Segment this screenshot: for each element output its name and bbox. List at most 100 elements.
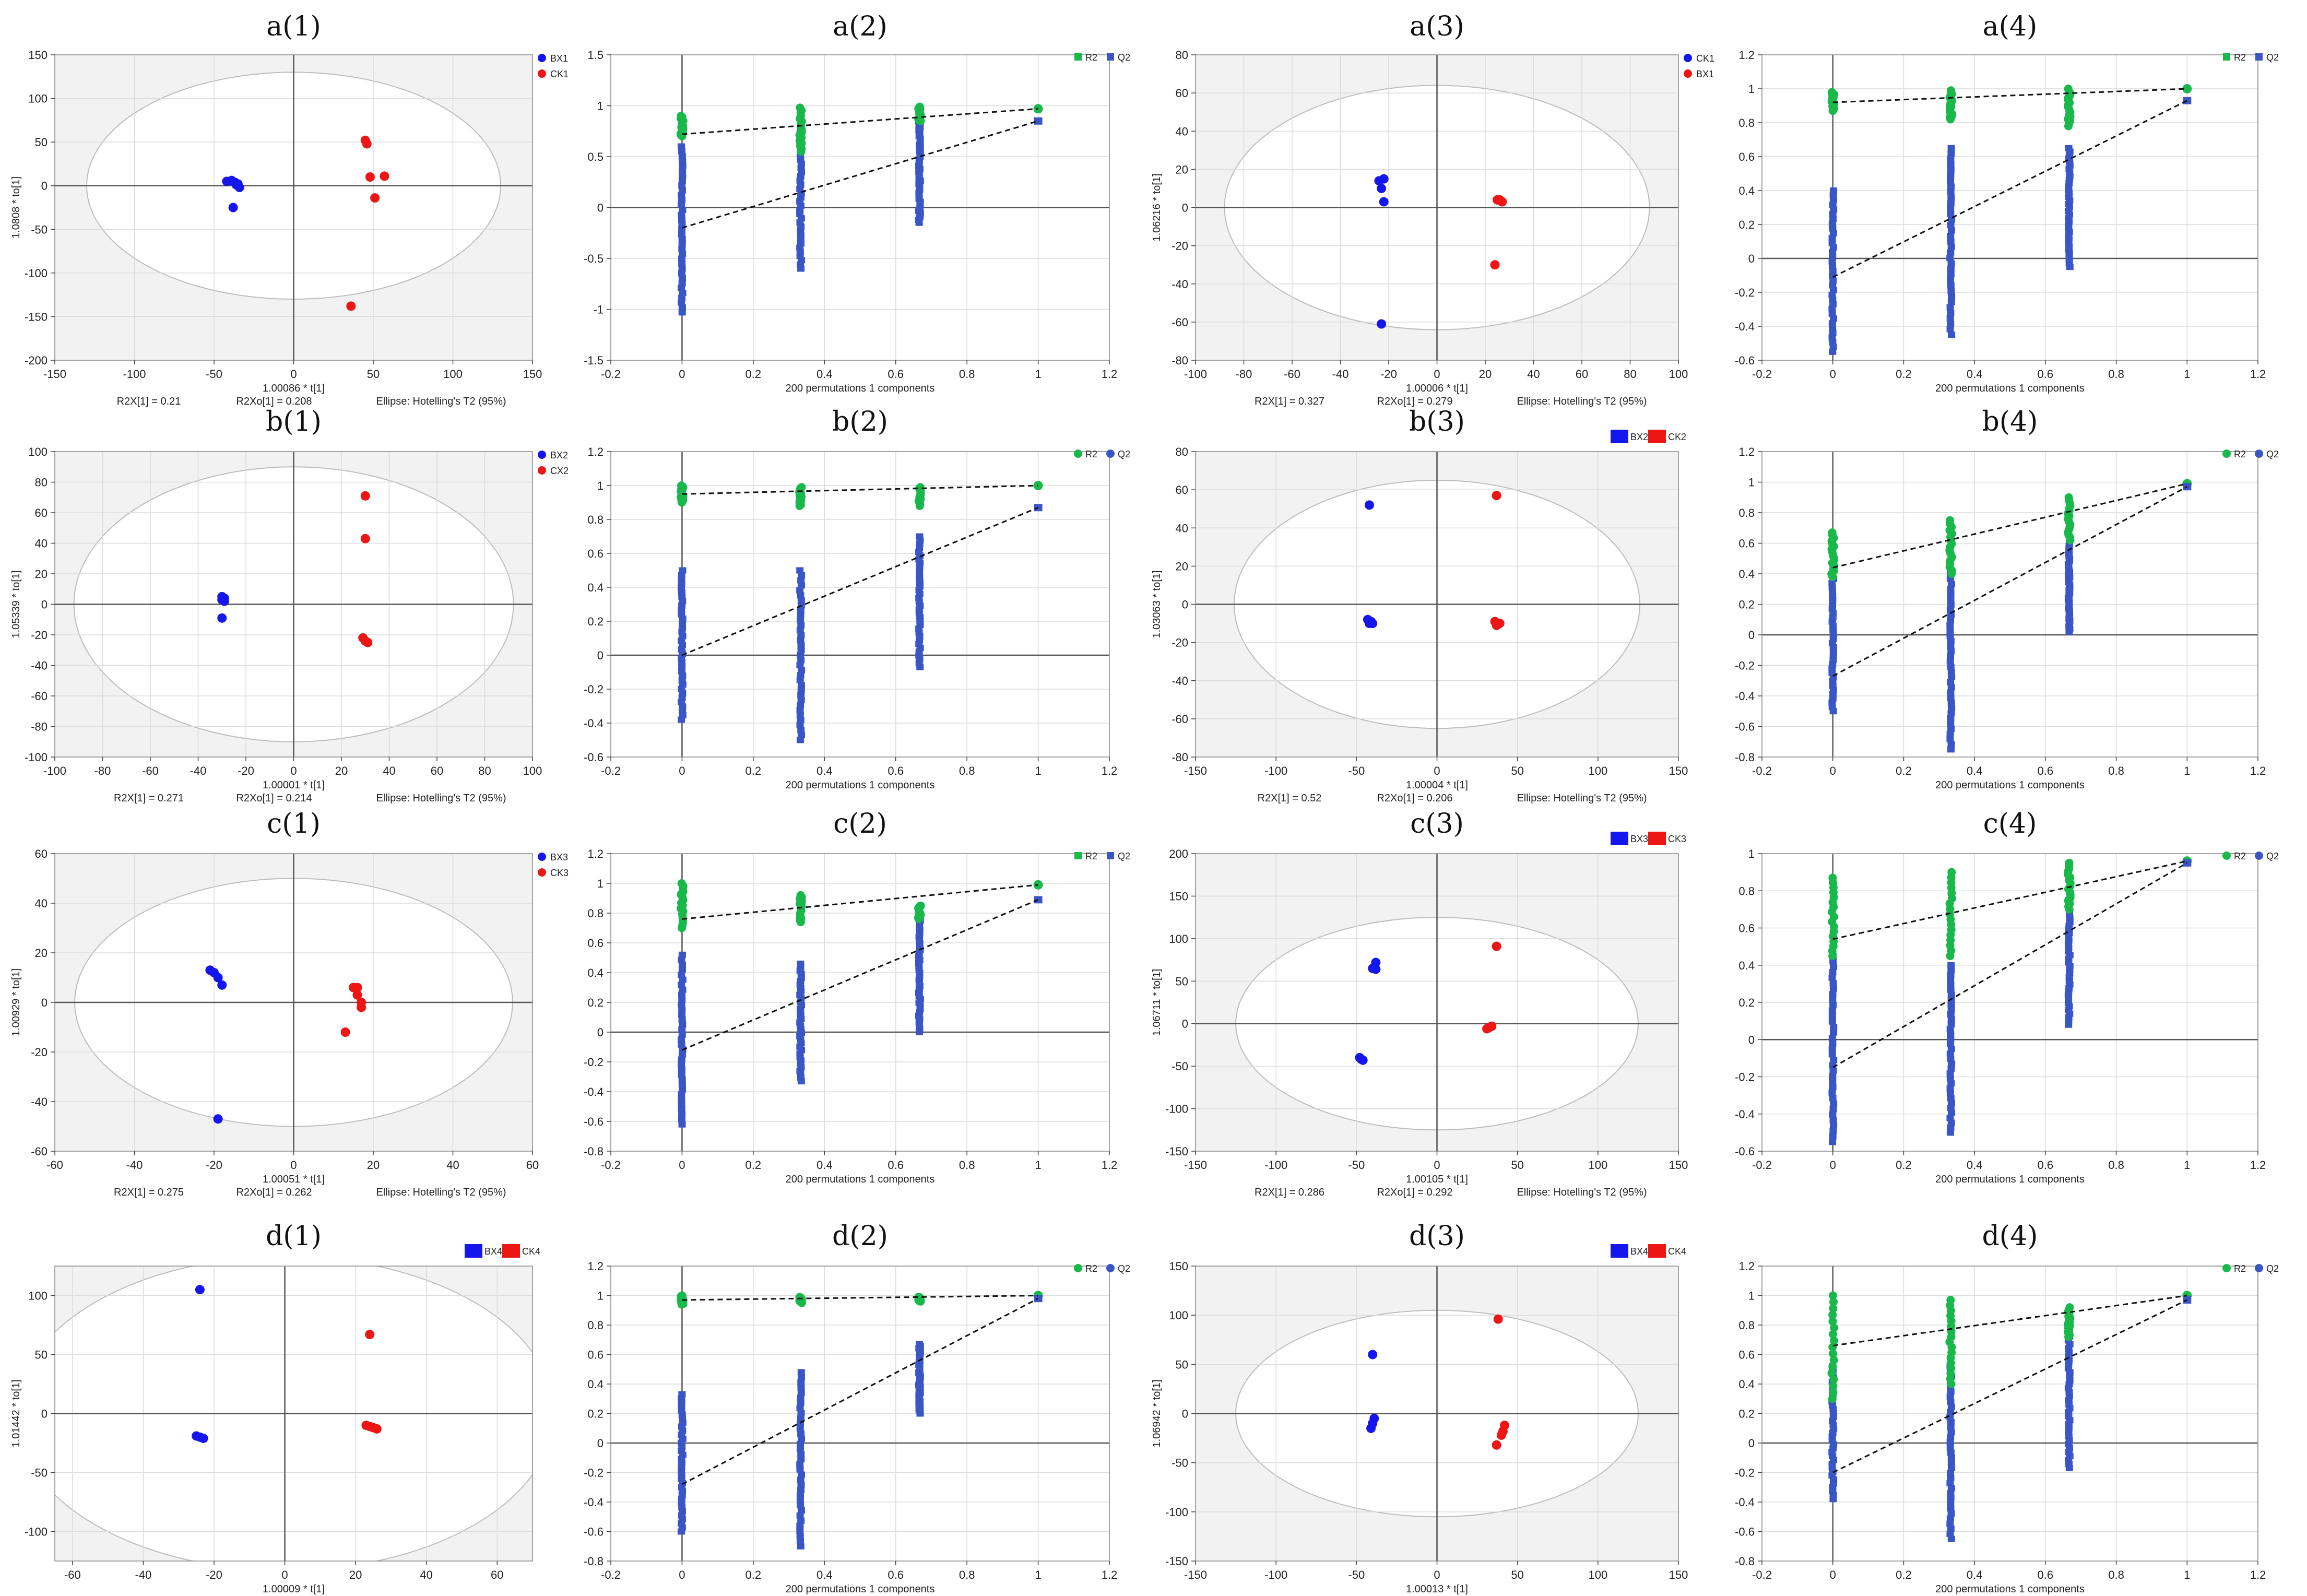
point-q2 (797, 1507, 805, 1514)
footer-text-1: R2X[1] = 0.271 (114, 793, 184, 804)
point-q2 (1830, 1100, 1838, 1107)
panel-a1: -150 -100 -50 0 50 100 150-200-150-100-5005010… (10, 11, 569, 407)
y-tick-label: 1 (1748, 1290, 1755, 1303)
y-tick-label: 0 (1182, 1408, 1188, 1421)
point-q2 (1947, 664, 1955, 670)
y-tick-label: -20 (1172, 240, 1188, 253)
point-r2 (1828, 1349, 1837, 1358)
x-tick-label: 150 (523, 368, 542, 381)
point-q2 (1948, 673, 1956, 680)
point-q2 (678, 280, 686, 287)
x-tick-label: 0 (281, 1568, 288, 1581)
x-tick-label: 100 (443, 368, 463, 381)
legend-swatch-R2 (2223, 53, 2230, 61)
point-q2 (1947, 199, 1955, 206)
y-tick-label: 80 (1176, 49, 1188, 62)
point-BX1 (1497, 197, 1507, 207)
point-q2 (678, 982, 685, 988)
point-q2 (1947, 1424, 1955, 1431)
point-q2 (678, 1081, 686, 1088)
y-tick-label: -0.4 (1735, 690, 1755, 703)
point-q2 (796, 712, 804, 718)
point-q2 (916, 533, 924, 540)
x-tick-label: 60 (526, 1158, 539, 1172)
x-tick-label: 1.2 (1102, 764, 1118, 777)
point-q2 (678, 1091, 685, 1098)
point-q2 (1947, 156, 1955, 162)
y-tick-label: 20 (35, 568, 48, 581)
x-tick-label: 0 (679, 764, 685, 777)
y-tick-label: 1.2 (587, 847, 604, 860)
x-tick-label: 1.2 (2250, 1568, 2266, 1581)
x-tick-label: 1.2 (1102, 1158, 1118, 1172)
point-q2 (1946, 1480, 1954, 1486)
x-tick-label: 0 (290, 764, 297, 777)
point-q2 (1829, 1073, 1837, 1080)
footer-text-3: Ellipse: Hotelling's T2 (95%) (376, 793, 506, 804)
y-tick-label: 0.2 (587, 1408, 604, 1421)
point-r2 (795, 1293, 804, 1302)
point-q2 (797, 622, 805, 629)
point-q2 (797, 731, 805, 738)
y-tick-label: 20 (35, 947, 48, 960)
point-q2 (1947, 1124, 1955, 1131)
panel-title: c(2) (833, 808, 887, 840)
y-tick-label: -0.6 (584, 751, 604, 764)
point-q2 (1829, 287, 1837, 293)
x-tick-label: 0.8 (959, 368, 975, 381)
x-tick-label: 50 (1511, 764, 1523, 777)
y-tick-label: 40 (1176, 125, 1188, 138)
point-BX3 (217, 980, 227, 990)
x-tick-label: 1 (2184, 1158, 2190, 1172)
y-tick-label: 100 (1169, 1309, 1188, 1322)
x-tick-label: 100 (1669, 368, 1688, 381)
y-tick-label: -40 (1172, 675, 1188, 688)
point-q2 (796, 1461, 804, 1468)
y-tick-label: 0.2 (1738, 218, 1755, 231)
legend-swatch-CK1 (538, 69, 546, 78)
x-tick-label: 40 (420, 1568, 432, 1581)
x-tick-label: -80 (1236, 368, 1252, 381)
legend-label-CK3: CK3 (1668, 834, 1686, 844)
x-tick-label: -20 (238, 764, 254, 777)
legend-swatch-CX2 (538, 466, 546, 475)
point-q2 (678, 143, 685, 150)
point-q2 (1947, 700, 1955, 706)
point-q2 (797, 1379, 805, 1386)
panel-title: b(4) (1982, 406, 2038, 438)
y-tick-label: -0.6 (1735, 720, 1755, 734)
point-q2 (797, 727, 805, 734)
point-q2 (1947, 1046, 1955, 1053)
point-q2 (797, 1410, 805, 1416)
x-tick-label: 0.8 (2108, 1568, 2124, 1581)
point-q2 (1947, 1036, 1955, 1043)
point-q2 (1947, 710, 1955, 717)
point-q2 (1947, 221, 1955, 228)
legend-label-BX3: BX3 (550, 852, 568, 862)
legend-swatch-Q2 (2255, 53, 2263, 61)
x-tick-label: 0.8 (959, 1568, 975, 1581)
x-axis-label: 200 permutations 1 components (1935, 1174, 2085, 1185)
point-q2 (1829, 1067, 1837, 1074)
x-tick-label: 0.2 (746, 368, 762, 381)
y-tick-label: 0 (1748, 1033, 1755, 1046)
y-tick-label: -0.4 (584, 717, 604, 730)
x-tick-label: 0.4 (1967, 764, 1983, 777)
y-tick-label: 0.2 (1738, 996, 1755, 1009)
y-tick-label: 0.2 (1738, 598, 1755, 611)
point-q2 (678, 197, 686, 204)
point-CK3 (357, 1002, 366, 1012)
point-CK3 (352, 990, 362, 1000)
y-tick-label: 0.4 (1738, 568, 1755, 581)
x-tick-label: 0.2 (746, 764, 762, 777)
point-q2 (1947, 1399, 1955, 1405)
y-tick-label: 50 (1176, 975, 1188, 988)
point-q2 (797, 1389, 805, 1396)
x-tick-label: 0 (1830, 764, 1836, 777)
point-q2 (1947, 1429, 1955, 1436)
point-q2 (1829, 348, 1837, 355)
legend-label-BX1: BX1 (1696, 69, 1714, 79)
point-q2 (1947, 1065, 1955, 1072)
y-tick-label: 0 (41, 180, 48, 193)
point-q2 (1946, 1026, 1954, 1033)
